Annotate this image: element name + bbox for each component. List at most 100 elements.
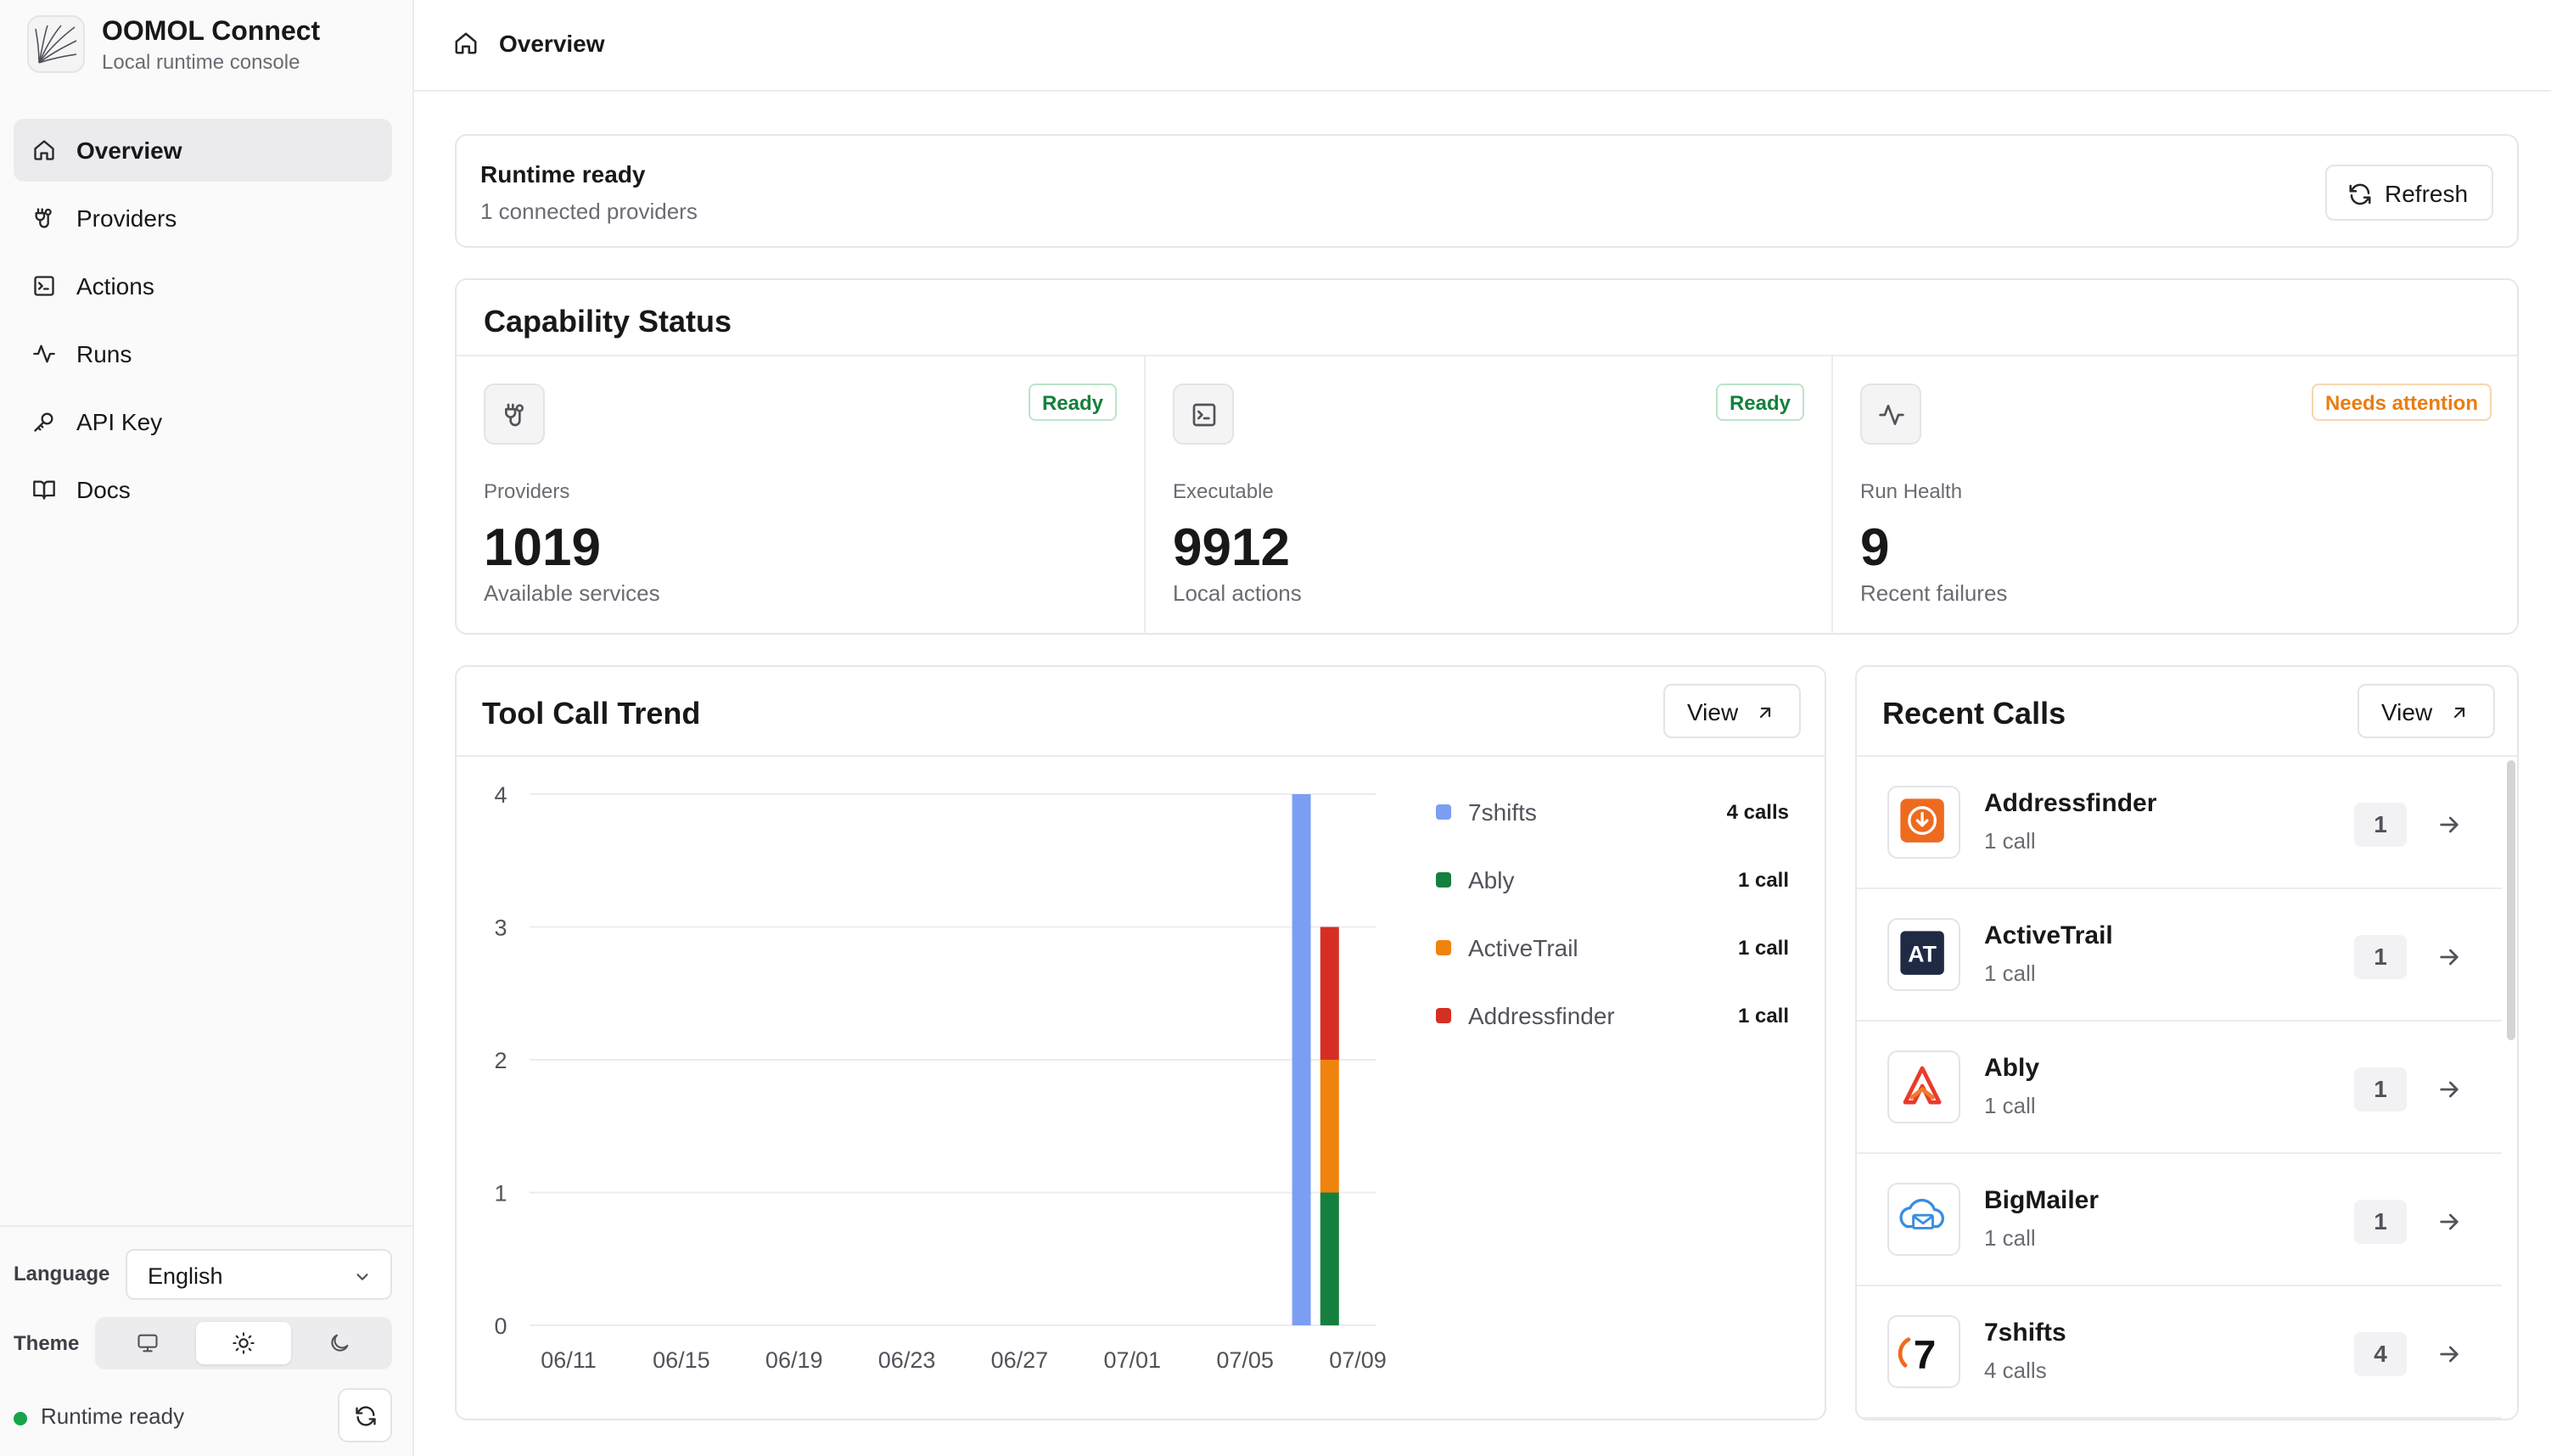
- brand: OOMOL Connect Local runtime console: [27, 15, 401, 76]
- y-tick-label: 4: [494, 782, 507, 808]
- recent-call-row[interactable]: Ably 1 call 1: [1857, 1022, 2502, 1154]
- recent-call-row[interactable]: BigMailer 1 call 1: [1857, 1154, 2502, 1286]
- oomol-logo-icon: [27, 15, 85, 73]
- sidebar-nav: Overview Providers Actions Runs API Key …: [14, 119, 392, 526]
- capability-label: Providers: [484, 480, 570, 503]
- status-badge: Needs attention: [2311, 384, 2492, 421]
- recent-call-name: BigMailer: [1984, 1186, 2100, 1214]
- sidebar-item-docs[interactable]: Docs: [14, 458, 392, 521]
- sidebar: OOMOL Connect Local runtime console Over…: [0, 0, 414, 1456]
- legend-value: 1 call: [1737, 869, 1789, 892]
- arrow-right-icon[interactable]: [2436, 811, 2463, 838]
- recent-call-count-text: 4 calls: [1984, 1358, 2047, 1383]
- capability-executable: Ready Executable 9912 Local actions: [1144, 356, 1831, 635]
- capability-value: 1019: [484, 518, 601, 577]
- capability-value: 9912: [1173, 518, 1290, 577]
- moon-icon: [331, 1334, 349, 1352]
- language-label: Language: [14, 1263, 110, 1285]
- recent-call-count-badge: 1: [2354, 1200, 2407, 1244]
- sidebar-footer: Language English Theme Runtime ready: [0, 1225, 412, 1456]
- legend-swatch: [1436, 1008, 1451, 1023]
- divider: [1857, 755, 2517, 757]
- arrow-up-right-icon: [2453, 707, 2465, 719]
- capability-icon-box: [1860, 384, 1921, 445]
- capability-run-health: Needs attention Run Health 9 Recent fail…: [1831, 356, 2519, 635]
- x-tick-label: 06/27: [991, 1347, 1049, 1373]
- bar-segment-activetrail: [1320, 1060, 1339, 1193]
- sidebar-refresh-button[interactable]: [338, 1388, 392, 1442]
- legend-swatch: [1436, 940, 1451, 955]
- recent-title: Recent Calls: [1882, 696, 2066, 731]
- capability-label: Executable: [1173, 480, 1274, 503]
- recent-call-row[interactable]: AT ActiveTrail 1 call 1: [1857, 889, 2502, 1022]
- legend-swatch: [1436, 872, 1451, 888]
- recent-calls-card: Recent Calls View Addressfinder 1 call 1…: [1855, 665, 2519, 1420]
- monitor-icon: [137, 1334, 158, 1352]
- sidebar-item-label: Docs: [76, 477, 131, 503]
- sidebar-item-label: Actions: [76, 273, 154, 300]
- recent-view-button[interactable]: View: [2358, 684, 2495, 738]
- x-tick-label: 06/15: [653, 1347, 710, 1373]
- sidebar-item-label: Runs: [76, 341, 132, 367]
- arrow-right-icon[interactable]: [2436, 1208, 2463, 1235]
- capability-icon-box: [484, 384, 545, 445]
- recent-call-count-text: 1 call: [1984, 828, 2036, 854]
- arrow-right-icon[interactable]: [2436, 1341, 2463, 1368]
- legend-name: 7shifts: [1468, 799, 1537, 826]
- app-title: OOMOL Connect: [102, 15, 321, 46]
- recent-calls-scrollbar[interactable]: [2507, 760, 2515, 1040]
- sidebar-item-runs[interactable]: Runs: [14, 322, 392, 385]
- recent-call-row[interactable]: 7 7shifts 4 calls 4: [1857, 1286, 2502, 1419]
- capability-subtitle: Local actions: [1173, 580, 1302, 606]
- plug-icon: [505, 403, 524, 427]
- tool-call-trend-card: Tool Call Trend View 0 1 2 3 4 06/11 06/15 06/1…: [455, 665, 1826, 1420]
- terminal-icon: [1192, 403, 1216, 427]
- theme-dark-button[interactable]: [292, 1322, 387, 1364]
- logo-text: 7: [1914, 1333, 1937, 1378]
- y-tick-label: 3: [494, 916, 507, 941]
- trend-title: Tool Call Trend: [482, 696, 701, 731]
- home-icon: [455, 32, 477, 54]
- trend-chart: 0 1 2 3 4 06/11 06/15 06/19 06/23 06/27 07/01 07/05…: [494, 782, 1387, 1373]
- recent-call-count-badge: 1: [2354, 935, 2407, 979]
- status-badge: Ready: [1715, 384, 1804, 421]
- y-tick-label: 0: [494, 1313, 507, 1339]
- refresh-button[interactable]: Refresh: [2325, 165, 2493, 221]
- capability-providers: Ready Providers 1019 Available services: [457, 356, 1144, 635]
- divider: [457, 755, 1825, 757]
- x-tick-label: 06/19: [765, 1347, 823, 1373]
- theme-label: Theme: [14, 1332, 80, 1355]
- legend-item: Ably 1 call: [1432, 862, 1789, 896]
- trend-view-button[interactable]: View: [1663, 684, 1801, 738]
- capability-title: Capability Status: [484, 304, 732, 339]
- sidebar-item-overview[interactable]: Overview: [14, 119, 392, 182]
- recent-call-row[interactable]: Addressfinder 1 call 1: [1857, 757, 2502, 889]
- theme-light-button[interactable]: [196, 1322, 291, 1364]
- sidebar-item-providers[interactable]: Providers: [14, 187, 392, 249]
- legend-value: 1 call: [1737, 937, 1789, 960]
- legend-value: 1 call: [1737, 1005, 1789, 1028]
- x-tick-label: 07/09: [1329, 1347, 1387, 1373]
- theme-switcher: [95, 1317, 392, 1369]
- page-title: Overview: [499, 31, 605, 57]
- refresh-icon: [2349, 183, 2371, 205]
- refresh-icon: [356, 1406, 376, 1426]
- recent-call-name: Ably: [1984, 1054, 2040, 1082]
- arrow-right-icon[interactable]: [2436, 944, 2463, 971]
- recent-call-count-text: 1 call: [1984, 960, 2036, 986]
- status-badge: Ready: [1028, 384, 1117, 421]
- theme-system-button[interactable]: [100, 1322, 195, 1364]
- sidebar-item-actions[interactable]: Actions: [14, 255, 392, 317]
- language-value: English: [148, 1263, 223, 1289]
- capability-icon-box: [1173, 384, 1234, 445]
- divider: [457, 355, 2517, 356]
- sidebar-item-api-key[interactable]: API Key: [14, 390, 392, 453]
- arrow-right-icon[interactable]: [2436, 1076, 2463, 1103]
- legend-name: Ably: [1468, 867, 1515, 893]
- logo-text: AT: [1908, 942, 1937, 967]
- language-select[interactable]: English: [126, 1249, 392, 1300]
- x-tick-label: 07/05: [1216, 1347, 1274, 1373]
- recent-call-count-badge: 1: [2354, 1067, 2407, 1112]
- legend-item: 7shifts 4 calls: [1432, 794, 1789, 828]
- addressfinder-logo-icon: [1887, 786, 1960, 859]
